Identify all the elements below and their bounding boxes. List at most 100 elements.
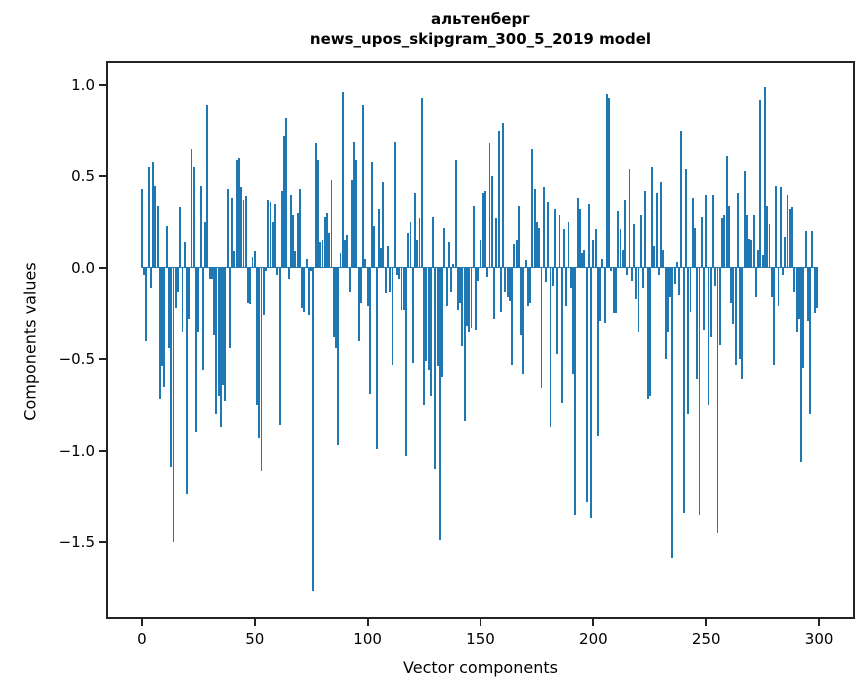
bar <box>712 194 714 268</box>
bar <box>432 216 435 268</box>
bar <box>436 267 439 367</box>
bar <box>373 225 376 268</box>
bar <box>590 267 593 519</box>
bar <box>660 181 663 268</box>
y-tick-label: −0.5 <box>58 350 95 369</box>
bar <box>574 267 577 515</box>
bar <box>734 267 737 365</box>
bar <box>459 267 462 303</box>
bar <box>669 267 672 298</box>
bar <box>407 233 410 268</box>
bar <box>596 267 599 436</box>
bar <box>382 181 385 268</box>
bar <box>177 267 179 292</box>
x-tick-mark <box>253 619 256 626</box>
bar <box>335 267 337 349</box>
bar <box>427 267 430 371</box>
bar <box>522 267 525 374</box>
bar <box>727 205 730 268</box>
bar <box>423 267 425 405</box>
bar <box>163 267 166 387</box>
bar <box>813 267 816 314</box>
bar <box>786 194 789 268</box>
bar <box>357 267 360 341</box>
bar <box>511 267 514 365</box>
bar <box>418 218 421 268</box>
bar <box>678 267 681 296</box>
bar <box>402 267 405 310</box>
bar <box>468 267 471 332</box>
bar <box>526 267 529 307</box>
bar <box>599 267 602 321</box>
bar <box>759 99 762 268</box>
bar <box>337 267 340 446</box>
bar <box>301 267 304 308</box>
bar <box>793 267 796 292</box>
bar <box>773 267 775 365</box>
bar <box>434 267 437 469</box>
bar <box>680 130 683 268</box>
bar <box>495 218 498 268</box>
bar <box>587 203 590 268</box>
bar <box>709 267 712 338</box>
bar <box>554 209 556 268</box>
bar <box>664 267 667 360</box>
bar <box>384 267 387 294</box>
bar <box>797 267 800 319</box>
bar <box>355 159 358 268</box>
bar <box>576 198 579 268</box>
bar <box>364 258 367 268</box>
bar <box>249 267 252 305</box>
y-tick-label: 1.0 <box>71 75 95 94</box>
bar <box>691 198 694 268</box>
bar <box>260 267 263 471</box>
bar <box>195 267 197 433</box>
bar <box>626 267 629 276</box>
bar <box>592 240 595 268</box>
x-tick-mark <box>140 619 143 626</box>
bar <box>635 267 638 299</box>
bar <box>204 222 207 268</box>
bar <box>578 209 581 268</box>
bar <box>292 214 295 268</box>
bar <box>700 216 703 268</box>
bar <box>443 227 446 268</box>
bar <box>447 242 450 268</box>
bar <box>705 194 708 268</box>
bar <box>646 267 649 400</box>
bar <box>770 267 773 298</box>
bar <box>217 267 220 396</box>
bar <box>777 267 780 307</box>
bar <box>745 214 748 268</box>
bar <box>321 240 324 268</box>
bar <box>294 251 297 268</box>
bar <box>545 267 547 283</box>
bar <box>481 192 484 268</box>
bar <box>682 267 685 513</box>
bar <box>569 267 572 288</box>
x-tick-label: 50 <box>245 630 265 648</box>
bar <box>152 161 155 268</box>
bar <box>461 267 464 347</box>
bar <box>450 267 453 292</box>
bar <box>326 212 328 268</box>
bar <box>310 267 313 272</box>
bar <box>739 267 742 360</box>
bar <box>305 258 308 268</box>
bar <box>689 267 692 312</box>
bar <box>269 201 272 268</box>
bar <box>267 200 270 268</box>
bar <box>470 267 473 329</box>
bar <box>231 198 234 268</box>
x-tick-mark <box>705 619 708 626</box>
bar <box>393 141 396 268</box>
bar <box>224 267 227 402</box>
bar <box>802 267 805 369</box>
bar <box>671 267 674 559</box>
bar <box>237 158 240 268</box>
bar <box>775 185 778 268</box>
bar <box>414 192 416 268</box>
bar <box>362 105 365 268</box>
bar <box>529 267 532 303</box>
bar <box>208 267 211 279</box>
